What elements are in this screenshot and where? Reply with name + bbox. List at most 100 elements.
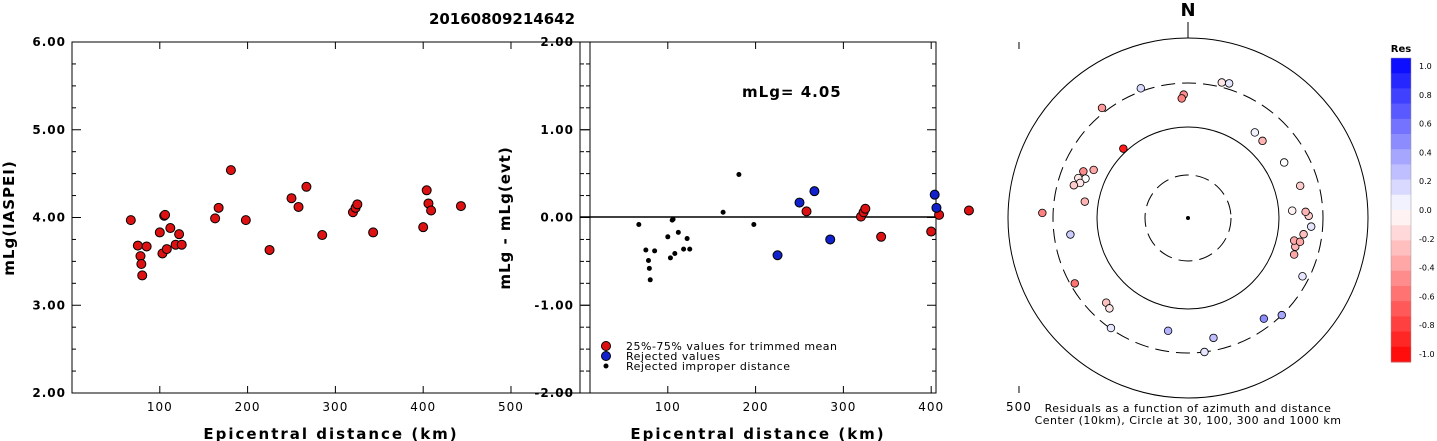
colorbar-swatch — [1391, 118, 1411, 135]
colorbar-swatch — [1391, 346, 1411, 363]
data-point — [681, 246, 687, 252]
colorbar-swatch — [1391, 73, 1411, 89]
data-point — [213, 202, 224, 213]
residual-point — [1258, 136, 1267, 146]
data-point — [418, 222, 429, 233]
axis-ticks: 100 200 300 400 500 2.00 3.00 4.00 5.00 6.00 — [32, 35, 590, 414]
x-axis-label: Epicentral distance (km) — [630, 425, 885, 441]
colorbar-tick-label: -1.0 — [1419, 350, 1435, 359]
residual-distance-panel: 100 200 300 400 500 -2.00 -1.00 0.00 1.00 2.00 mL… — [496, 35, 1031, 441]
data-point — [929, 189, 940, 200]
data-point — [720, 209, 726, 215]
residual-point — [1288, 206, 1297, 215]
legend-label-improper: Rejected improper distance — [626, 360, 791, 373]
data-point — [136, 259, 147, 270]
residual-point — [1306, 222, 1316, 231]
colorbar-tick-label: -0.8 — [1419, 321, 1435, 330]
colorbar-swatch — [1391, 134, 1411, 150]
data-point — [751, 222, 757, 228]
data-point — [643, 247, 649, 253]
data-points — [636, 172, 974, 283]
data-point — [455, 201, 466, 212]
data-point — [794, 197, 805, 208]
y-tick-label: 1.00 — [540, 123, 574, 137]
polar-caption-line1: Residuals as a function of azimuth and d… — [1045, 402, 1332, 415]
colorbar-swatch — [1391, 270, 1411, 287]
data-point — [736, 172, 742, 178]
center-point — [1186, 216, 1190, 220]
data-point — [141, 241, 152, 252]
residual-point — [1070, 279, 1079, 288]
colorbar-swatch — [1391, 301, 1411, 317]
y-tick-label: 5.00 — [32, 123, 66, 137]
colorbar-swatch — [1391, 225, 1411, 241]
x-tick-label: 400 — [410, 400, 436, 414]
colorbar-swatch — [1391, 149, 1411, 165]
residual-point — [1066, 230, 1075, 239]
figure-title: 20160809214642 — [429, 10, 575, 28]
residual-point — [1217, 78, 1226, 87]
y-tick-label: 2.00 — [540, 35, 574, 49]
data-point — [132, 240, 143, 251]
y-axis-label: mLg - mLg(evt) — [496, 146, 514, 289]
residual-point — [1089, 165, 1098, 175]
data-point — [421, 185, 432, 196]
residual-point — [1097, 103, 1107, 113]
colorbar-swatch — [1391, 88, 1411, 105]
data-point — [672, 250, 678, 256]
data-point — [286, 193, 297, 204]
legend-label-rejected: Rejected values — [626, 350, 721, 363]
x-tick-label: 200 — [235, 400, 261, 414]
x-tick-label: 200 — [743, 400, 769, 414]
data-point — [174, 229, 185, 240]
ring-100km — [1096, 126, 1280, 310]
data-point — [137, 270, 148, 281]
data-points — [1038, 78, 1316, 357]
data-point — [368, 227, 379, 238]
colorbar-swatch — [1391, 164, 1411, 181]
polar-caption-line2: Center (10km), Circle at 30, 100, 300 an… — [1035, 414, 1342, 427]
colorbar-swatch — [1391, 210, 1411, 226]
x-tick-label: 400 — [918, 400, 944, 414]
data-point — [772, 250, 783, 261]
residual-point — [1259, 314, 1269, 323]
legend-label-trimmed: 25%-75% values for trimmed mean — [626, 340, 838, 353]
axis-ticks: 100 200 300 400 500 -2.00 -1.00 0.00 1.00 2.00 — [534, 35, 1031, 414]
residual-point — [1177, 94, 1186, 103]
data-point — [210, 213, 221, 224]
residual-point — [1200, 347, 1209, 357]
x-tick-label: 300 — [322, 400, 348, 414]
residual-point — [1080, 197, 1090, 206]
data-point — [801, 206, 812, 217]
residual-point — [1299, 230, 1308, 239]
colorbar-swatch — [1391, 194, 1411, 211]
ring-30km — [1144, 174, 1232, 262]
y-tick-label: 2.00 — [32, 386, 66, 400]
data-point — [860, 203, 871, 214]
residual-point — [1279, 158, 1289, 167]
residual-point — [1136, 84, 1146, 93]
residual-point — [1079, 167, 1088, 176]
colorbar-tick-label: 0.0 — [1419, 206, 1432, 215]
data-point — [684, 236, 690, 242]
data-point — [825, 234, 836, 245]
data-point — [636, 222, 642, 228]
x-tick-label: 100 — [147, 400, 173, 414]
data-point — [301, 181, 312, 192]
data-point — [317, 230, 328, 241]
data-point — [667, 255, 673, 261]
data-point — [161, 244, 172, 255]
data-point — [687, 246, 693, 252]
residual-colorbar: Res 1.0 0.8 0.6 0.4 0.2 0.0 -0.2 -0.4 -0.6 -0.8 -1… — [1390, 44, 1435, 363]
north-label: N — [1180, 0, 1195, 21]
data-point — [160, 209, 171, 220]
x-axis-label: Epicentral distance (km) — [203, 425, 458, 441]
x-tick-label: 100 — [655, 400, 681, 414]
colorbar-swatch — [1391, 103, 1411, 120]
residual-point — [1277, 310, 1286, 320]
colorbar-tick-label: -0.4 — [1419, 264, 1435, 273]
y-tick-label: 4.00 — [32, 211, 66, 225]
data-point — [876, 231, 887, 242]
data-point — [264, 244, 275, 255]
residual-point — [1295, 237, 1305, 247]
